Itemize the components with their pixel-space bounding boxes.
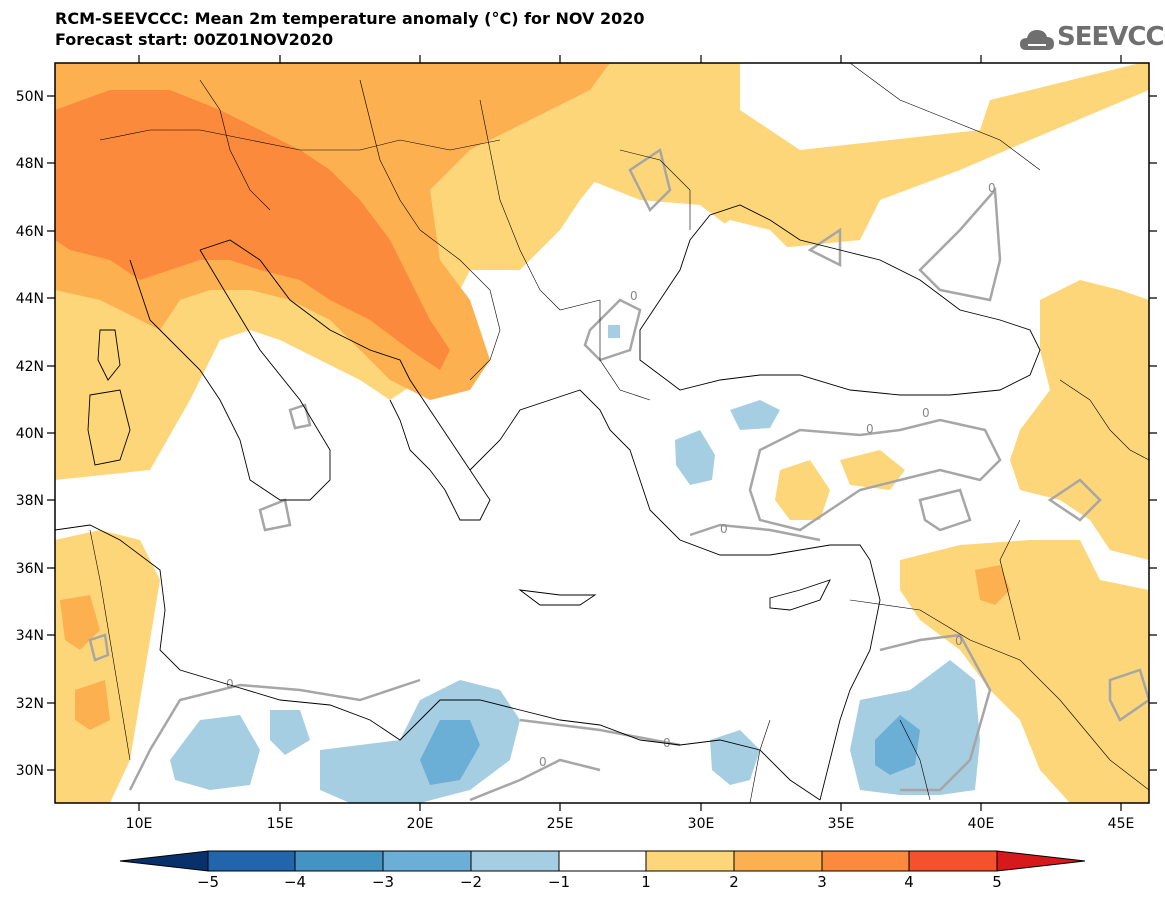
warm-area-tunisia-2-3 xyxy=(60,595,100,650)
colorbar-swatch xyxy=(645,850,735,872)
lon-label: 30E xyxy=(688,816,715,832)
contour-label: 0 xyxy=(539,755,547,769)
zero-contours xyxy=(88,147,1149,802)
colorbar-swatch xyxy=(119,850,209,872)
contour-label: 0 xyxy=(630,289,638,303)
warm-area-turkey-center xyxy=(775,460,830,520)
colorbar-label: −3 xyxy=(371,873,395,891)
lat-label: 48N xyxy=(16,156,44,172)
contour-label: 0 xyxy=(866,422,874,436)
lat-label: 46N xyxy=(16,224,44,240)
colorbar-label: 4 xyxy=(904,873,914,891)
colorbar-swatch xyxy=(382,850,472,872)
country-borders xyxy=(89,63,1149,803)
warm-area-north-east xyxy=(470,63,620,250)
cold-area-libya xyxy=(170,715,260,790)
lat-label: 40N xyxy=(16,426,44,442)
cloud-icon xyxy=(1020,30,1054,50)
lon-label: 45E xyxy=(1108,816,1135,832)
lon-label: 20E xyxy=(407,816,434,832)
lat-label: 36N xyxy=(16,561,44,577)
contour-label: 0 xyxy=(226,677,234,691)
lat-label: 32N xyxy=(16,696,44,712)
colorbar-label: 3 xyxy=(817,873,827,891)
cold-area-cyrenaica xyxy=(320,680,520,803)
cold-area-egypt xyxy=(710,730,760,785)
lat-label: 42N xyxy=(16,359,44,375)
lon-label: 40E xyxy=(968,816,995,832)
lat-label: 34N xyxy=(16,628,44,644)
map-field: 0 0 0 0 0 0 0 0 0 xyxy=(55,63,1149,803)
contour-label: 0 xyxy=(955,634,963,648)
contour-label: 0 xyxy=(922,406,930,420)
colorbar-swatch xyxy=(908,850,998,872)
lat-labels: 50N 48N 46N 44N 42N 40N 38N 36N 34N 32N … xyxy=(16,89,44,779)
colorbar-label: −2 xyxy=(459,873,483,891)
colorbar-swatch xyxy=(558,850,647,872)
cold-area-turkey-north xyxy=(730,400,780,430)
warm-area-middle-east-2 xyxy=(975,565,1010,605)
cold-area-cyrenaica-2-3 xyxy=(420,720,480,785)
colorbar-swatch xyxy=(821,850,910,872)
lat-label: 44N xyxy=(16,291,44,307)
title-line-2: Forecast start: 00Z01NOV2020 xyxy=(55,30,334,49)
cold-area-balkans xyxy=(608,325,620,338)
warm-area-3-4 xyxy=(55,90,450,370)
colorbar-label: 5 xyxy=(992,873,1002,891)
colorbar-label: 2 xyxy=(729,873,739,891)
colorbar-swatch xyxy=(207,850,296,872)
lon-label: 25E xyxy=(547,816,574,832)
coastlines xyxy=(55,204,1041,801)
lat-ticks xyxy=(47,95,1157,771)
title-line-1: RCM-SEEVCCC: Mean 2m temperature anomaly… xyxy=(55,9,645,28)
colorbar-swatch xyxy=(470,850,560,872)
colorbar-swatch xyxy=(996,850,1086,872)
warm-area-caucasus xyxy=(1010,280,1149,560)
lat-label: 30N xyxy=(16,763,44,779)
lon-labels: 10E 15E 20E 25E 30E 35E 40E 45E xyxy=(126,816,1135,832)
cold-area-turkey-west xyxy=(675,430,715,485)
contour-label: 0 xyxy=(720,522,728,536)
lat-label: 38N xyxy=(16,493,44,509)
cold-area-libya-2 xyxy=(270,710,310,755)
colorbar-swatch xyxy=(733,850,823,872)
lon-label: 15E xyxy=(267,816,294,832)
black-sea xyxy=(640,220,1030,395)
lon-label: 10E xyxy=(126,816,153,832)
colorbar-label: −5 xyxy=(196,873,220,891)
warm-area-libya-2-3 xyxy=(75,680,110,730)
warm-area-middle-east xyxy=(900,540,1149,803)
warm-area-3-4-croatia xyxy=(260,160,400,310)
cold-area-jordan-2-3 xyxy=(875,715,920,775)
colorbar-label: −1 xyxy=(547,873,571,891)
contour-label: 0 xyxy=(988,181,996,195)
warm-area-turkey-east xyxy=(840,450,905,490)
colorbar-label: 1 xyxy=(641,873,651,891)
colorbar-label: −4 xyxy=(283,873,307,891)
lat-label: 50N xyxy=(16,89,44,105)
colorbar-swatch xyxy=(294,850,384,872)
logo-text: SEEVCCC xyxy=(1057,22,1165,52)
lon-label: 35E xyxy=(828,816,855,832)
map-title: RCM-SEEVCCC: Mean 2m temperature anomaly… xyxy=(55,8,645,50)
lon-ticks xyxy=(138,55,1122,811)
colorbar xyxy=(119,850,1086,872)
